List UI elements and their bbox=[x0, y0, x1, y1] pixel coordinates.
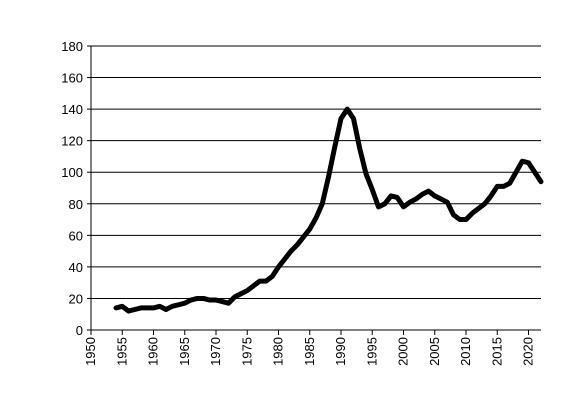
x-tick-label-1965: 1965 bbox=[177, 337, 192, 366]
y-tick-label-160: 160 bbox=[61, 71, 83, 86]
x-tick-label-2000: 2000 bbox=[396, 337, 411, 366]
x-tick-label-1985: 1985 bbox=[302, 337, 317, 366]
x-tick-label-1970: 1970 bbox=[208, 337, 223, 366]
y-tick-label-60: 60 bbox=[69, 228, 83, 243]
y-tick-label-80: 80 bbox=[69, 197, 83, 212]
x-tick-label-2010: 2010 bbox=[458, 337, 473, 366]
x-tick-label-1990: 1990 bbox=[333, 337, 348, 366]
y-tick-label-40: 40 bbox=[69, 260, 83, 275]
series bbox=[113, 106, 544, 314]
y-tick-label-20: 20 bbox=[69, 291, 83, 306]
x-tick-label-1950: 1950 bbox=[83, 337, 98, 366]
x-tick-label-2005: 2005 bbox=[427, 337, 442, 366]
x-tick-label-1980: 1980 bbox=[271, 337, 286, 366]
y-tick-label-0: 0 bbox=[76, 323, 83, 338]
y-tick-label-120: 120 bbox=[61, 134, 83, 149]
series-line-0 bbox=[113, 106, 544, 314]
x-tick-label-1960: 1960 bbox=[146, 337, 161, 366]
y-tick-label-180: 180 bbox=[61, 39, 83, 54]
x-tick-label-2015: 2015 bbox=[489, 337, 504, 366]
grid-lines bbox=[91, 45, 541, 299]
x-tick-label-1995: 1995 bbox=[364, 337, 379, 366]
y-tick-labels: 0 20 40 60 80 100 120 140 160 180 bbox=[61, 39, 83, 338]
x-tick-label-1975: 1975 bbox=[239, 337, 254, 366]
axes bbox=[87, 45, 541, 335]
x-tick-label-1955: 1955 bbox=[114, 337, 129, 366]
y-tick-label-140: 140 bbox=[61, 102, 83, 117]
x-tick-labels: 1950 1955 1960 1965 1970 1975 1980 1985 1990 1995… bbox=[83, 337, 536, 366]
x-tick-label-2020: 2020 bbox=[521, 337, 536, 366]
y-tick-label-100: 100 bbox=[61, 165, 83, 180]
